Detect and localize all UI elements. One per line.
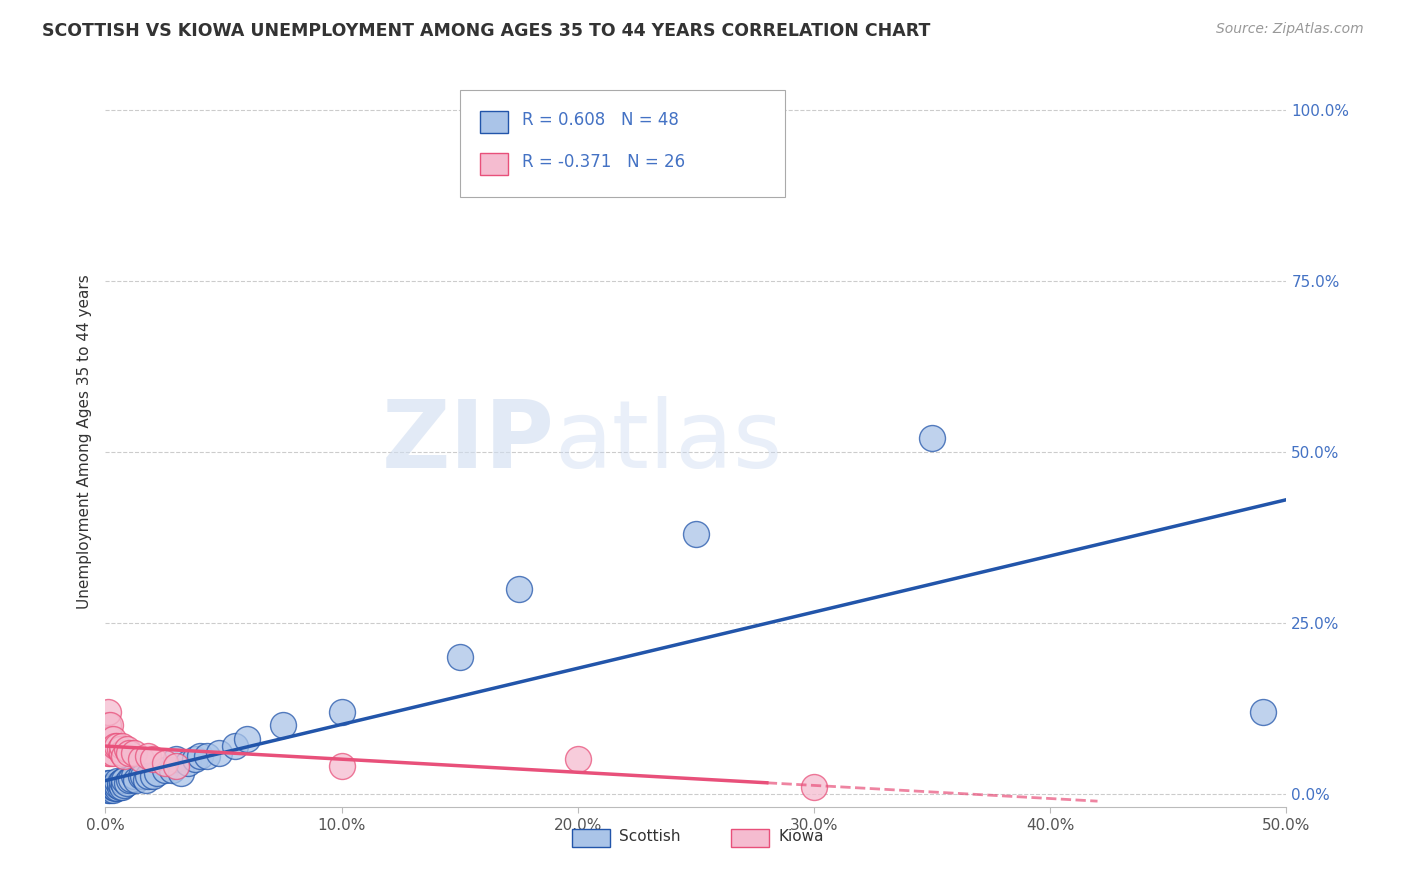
Point	[803, 780, 825, 794]
Point	[129, 770, 152, 784]
Point	[136, 749, 159, 764]
Point	[135, 772, 157, 787]
Text: Source: ZipAtlas.com: Source: ZipAtlas.com	[1216, 22, 1364, 37]
Point	[105, 739, 128, 753]
Bar	[572, 830, 610, 847]
Text: Kiowa: Kiowa	[779, 829, 824, 844]
Point	[105, 781, 128, 796]
Point	[449, 649, 471, 664]
Point	[101, 780, 124, 794]
Point	[112, 749, 135, 764]
Point	[1251, 705, 1274, 719]
Point	[118, 772, 141, 787]
Point	[567, 752, 589, 766]
Point	[122, 746, 145, 760]
Point	[97, 783, 120, 797]
FancyBboxPatch shape	[460, 90, 785, 196]
Point	[125, 772, 148, 787]
Point	[97, 718, 120, 732]
Text: Scottish: Scottish	[619, 829, 681, 844]
Text: SCOTTISH VS KIOWA UNEMPLOYMENT AMONG AGES 35 TO 44 YEARS CORRELATION CHART: SCOTTISH VS KIOWA UNEMPLOYMENT AMONG AGE…	[42, 22, 931, 40]
Y-axis label: Unemployment Among Ages 35 to 44 years: Unemployment Among Ages 35 to 44 years	[76, 274, 91, 609]
Point	[142, 752, 165, 766]
Point	[120, 772, 142, 786]
Point	[111, 780, 134, 794]
Point	[108, 776, 131, 790]
Text: R = 0.608   N = 48: R = 0.608 N = 48	[523, 112, 679, 129]
Point	[97, 780, 120, 794]
Point	[97, 776, 120, 790]
Point	[132, 770, 155, 784]
Text: atlas: atlas	[554, 395, 783, 488]
Point	[122, 770, 145, 784]
Point	[97, 705, 120, 719]
Point	[160, 763, 183, 777]
Point	[97, 746, 120, 760]
Point	[153, 756, 176, 770]
Text: R = -0.371   N = 26: R = -0.371 N = 26	[523, 153, 686, 171]
Point	[921, 431, 943, 445]
Point	[111, 746, 134, 760]
Point	[115, 742, 138, 756]
Point	[142, 770, 165, 784]
Point	[105, 778, 128, 792]
Point	[508, 582, 530, 596]
Point	[101, 731, 124, 746]
Point	[195, 749, 218, 764]
Point	[224, 739, 246, 753]
Point	[165, 752, 187, 766]
Point	[98, 783, 121, 797]
Point	[108, 780, 131, 794]
Point	[165, 759, 187, 773]
Point	[330, 705, 353, 719]
Point	[129, 752, 152, 766]
Point	[111, 739, 134, 753]
Point	[108, 742, 131, 756]
Point	[170, 766, 193, 780]
Point	[184, 752, 207, 766]
Point	[115, 776, 138, 790]
Point	[112, 772, 135, 787]
Point	[111, 774, 134, 789]
Point	[271, 718, 294, 732]
Bar	[731, 830, 769, 847]
Point	[146, 766, 169, 780]
Point	[98, 746, 121, 760]
Point	[104, 781, 127, 796]
Point	[208, 746, 231, 760]
Text: ZIP: ZIP	[381, 395, 554, 488]
Point	[177, 756, 200, 770]
Point	[136, 770, 159, 784]
Point	[104, 739, 127, 753]
Point	[118, 746, 141, 760]
Point	[330, 759, 353, 773]
Point	[236, 731, 259, 746]
Point	[101, 746, 124, 760]
Bar	[479, 111, 508, 133]
Point	[98, 780, 121, 794]
Point	[101, 783, 124, 797]
Point	[112, 778, 135, 792]
Point	[98, 776, 121, 790]
Point	[104, 778, 127, 792]
Point	[98, 718, 121, 732]
Point	[188, 749, 211, 764]
Point	[98, 731, 121, 746]
Point	[105, 774, 128, 789]
Bar	[479, 153, 508, 175]
Point	[97, 731, 120, 746]
Point	[685, 526, 707, 541]
Point	[153, 763, 176, 777]
